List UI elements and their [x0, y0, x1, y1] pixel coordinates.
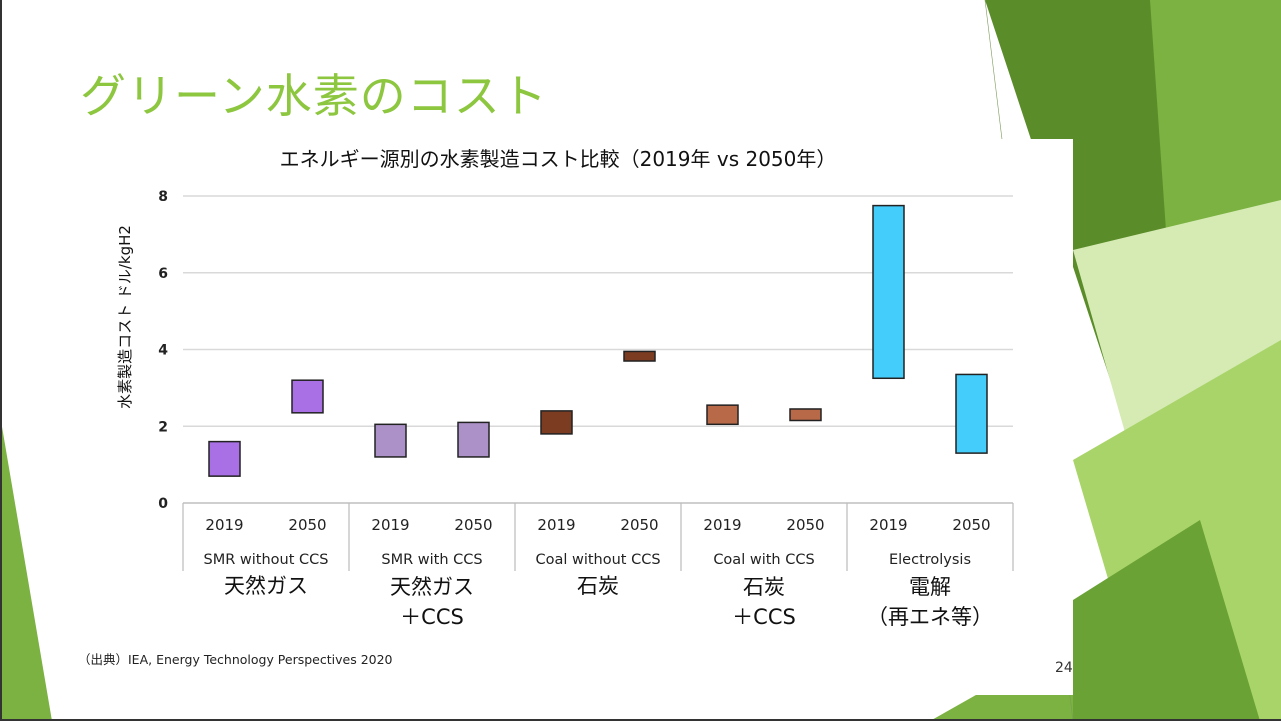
x-tick-year: 2050	[952, 516, 990, 534]
category-jp-label-line: 天然ガス	[224, 574, 308, 598]
chart: エネルギー源別の水素製造コスト比較（2019年 vs 2050年） 水素製造コス…	[116, 147, 1014, 571]
bars-layer	[208, 204, 988, 477]
category-label: SMR with CCS	[381, 552, 482, 568]
y-tick-label: 0	[158, 496, 168, 512]
range-bar	[374, 423, 407, 458]
x-tick-year: 2019	[371, 516, 409, 534]
range-bar	[789, 408, 822, 422]
category-jp-label-line: 石炭	[743, 575, 785, 599]
y-axis-label: 水素製造コスト ドル/kgH2	[116, 225, 134, 409]
y-tick-label: 2	[158, 419, 168, 435]
category-jp-label-line: ＋CCS	[400, 605, 464, 629]
category-jp-label: 石炭 ＋CCS	[684, 572, 844, 632]
x-tick-year: 2050	[288, 516, 326, 534]
range-bar	[955, 373, 988, 454]
category-jp-label-line: 天然ガス	[390, 575, 474, 599]
chart-title: エネルギー源別の水素製造コスト比較（2019年 vs 2050年）	[280, 147, 837, 171]
deco-triangle-dark-bottom	[1073, 520, 1260, 721]
category-label: Coal with CCS	[713, 552, 814, 568]
category-jp-label-line: ＋CCS	[732, 605, 796, 629]
x-tick-year: 2019	[703, 516, 741, 534]
category-label: Electrolysis	[889, 552, 971, 568]
category-label: SMR without CCS	[204, 552, 329, 568]
category-jp-label-line: 電解	[909, 575, 951, 599]
category-jp-label-line: 石炭	[577, 574, 619, 598]
slide-title: グリーン水素のコスト	[80, 69, 548, 123]
x-tick-year: 2050	[454, 516, 492, 534]
axis-layer: 0 2 4 6 8 2019 2050 SMR without CCS 2019 2050 SMR …	[158, 189, 1014, 571]
chart-panel: エネルギー源別の水素製造コスト比較（2019年 vs 2050年） 水素製造コス…	[68, 139, 1073, 695]
x-tick-year: 2050	[786, 516, 824, 534]
range-bar	[457, 421, 490, 458]
category-label: Coal without CCS	[535, 552, 660, 568]
range-bar	[706, 404, 739, 426]
category-jp-label: 電解 （再エネ等）	[850, 572, 1010, 632]
x-tick-year: 2019	[537, 516, 575, 534]
y-tick-label: 8	[158, 189, 168, 205]
category-jp-label: 天然ガス ＋CCS	[352, 572, 512, 632]
x-tick-year: 2050	[620, 516, 658, 534]
category-jp-label-line: （再エネ等）	[867, 605, 993, 629]
frame-left-edge	[0, 0, 2, 721]
source-note: （出典）IEA, Energy Technology Perspectives …	[78, 652, 393, 667]
category-jp-label: 天然ガス	[186, 571, 346, 601]
left-green-sliver	[0, 415, 52, 721]
range-bar	[623, 350, 656, 362]
page-number: 24	[1055, 660, 1073, 676]
x-tick-year: 2019	[869, 516, 907, 534]
y-tick-label: 6	[158, 266, 168, 282]
y-tick-label: 4	[158, 343, 168, 359]
grid-layer	[183, 195, 1013, 427]
range-bar	[872, 204, 905, 380]
category-jp-label: 石炭	[518, 571, 678, 601]
range-bar	[540, 410, 573, 435]
x-tick-year: 2019	[205, 516, 243, 534]
range-bar	[208, 440, 241, 477]
range-bar	[291, 379, 324, 414]
frame-bottom-edge	[0, 719, 1281, 721]
